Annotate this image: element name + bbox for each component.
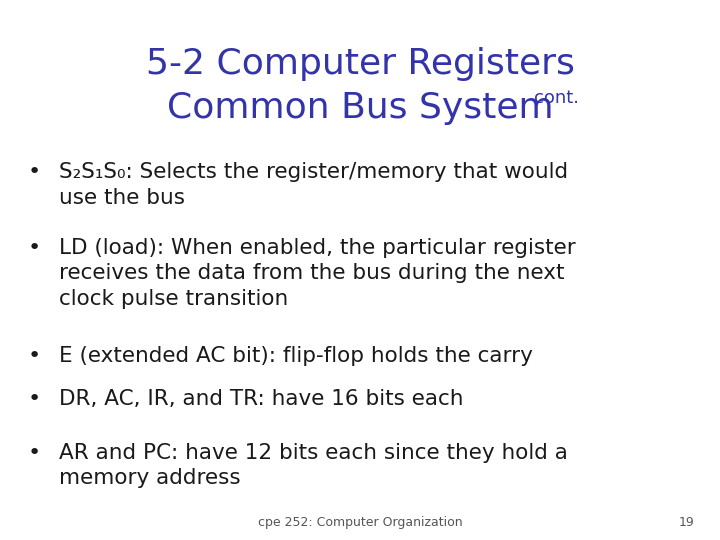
Text: Common Bus System: Common Bus System [167, 91, 553, 125]
Text: 19: 19 [679, 516, 695, 529]
Text: •: • [28, 443, 41, 463]
Text: •: • [28, 346, 41, 366]
Text: S₂S₁S₀: Selects the register/memory that would
use the bus: S₂S₁S₀: Selects the register/memory that… [59, 162, 568, 207]
Text: •: • [28, 162, 41, 182]
Text: DR, AC, IR, and TR: have 16 bits each: DR, AC, IR, and TR: have 16 bits each [59, 389, 464, 409]
Text: •: • [28, 389, 41, 409]
Text: 5-2 Computer Registers: 5-2 Computer Registers [145, 47, 575, 80]
Text: E (extended AC bit): flip-flop holds the carry: E (extended AC bit): flip-flop holds the… [59, 346, 533, 366]
Text: cpe 252: Computer Organization: cpe 252: Computer Organization [258, 516, 462, 529]
Text: Common Bus System: Common Bus System [167, 91, 553, 125]
Text: •: • [28, 238, 41, 258]
Text: LD (load): When enabled, the particular register
receives the data from the bus : LD (load): When enabled, the particular … [59, 238, 576, 309]
Text: AR and PC: have 12 bits each since they hold a
memory address: AR and PC: have 12 bits each since they … [59, 443, 568, 488]
Text: cont.: cont. [534, 89, 579, 107]
